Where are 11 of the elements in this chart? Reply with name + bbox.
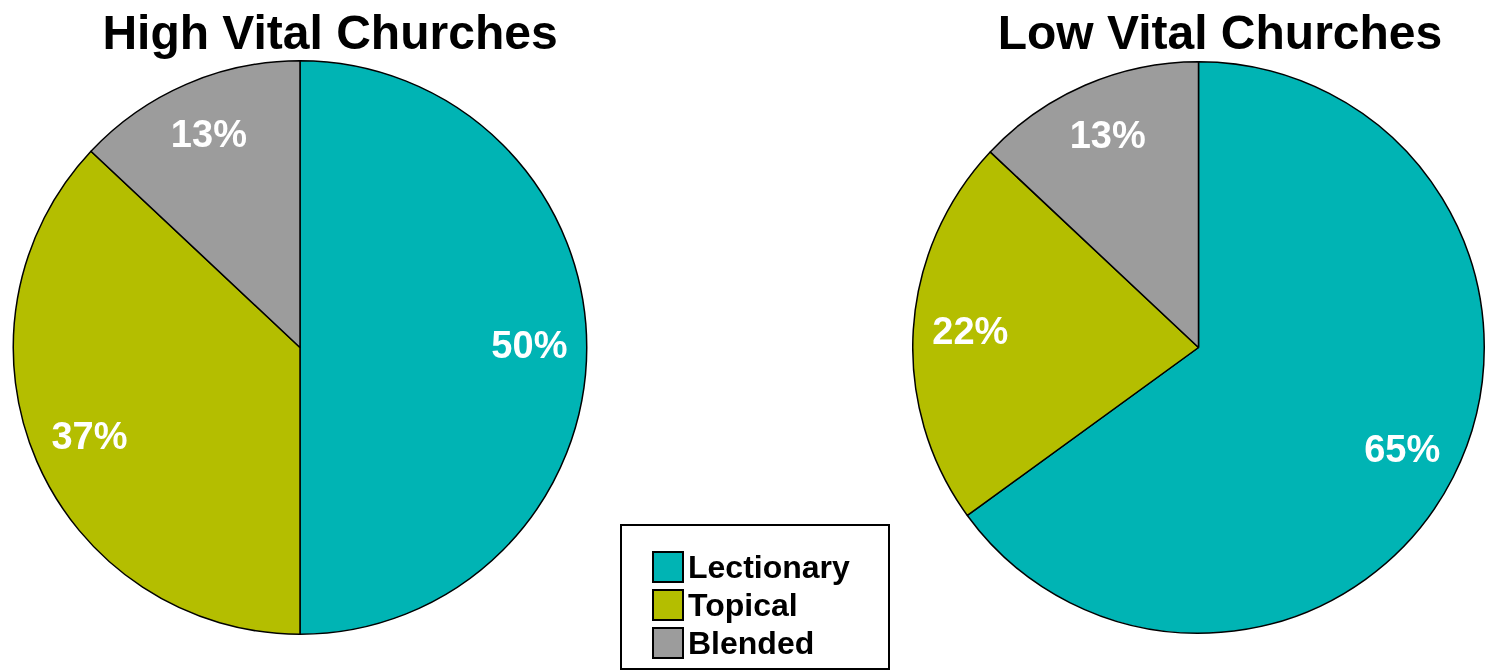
data-label: 50% <box>491 323 568 366</box>
data-label: 13% <box>1069 114 1146 157</box>
legend-label: Lectionary <box>688 549 850 585</box>
legend-label: Blended <box>688 625 815 661</box>
data-label: 37% <box>51 415 128 458</box>
data-label: 22% <box>932 309 1009 352</box>
legend-label: Topical <box>688 587 798 623</box>
data-label: 65% <box>1364 427 1441 470</box>
chart-title: Low Vital Churches <box>996 6 1444 60</box>
chart-title: High Vital Churches <box>101 6 559 60</box>
data-label: 13% <box>170 113 247 156</box>
